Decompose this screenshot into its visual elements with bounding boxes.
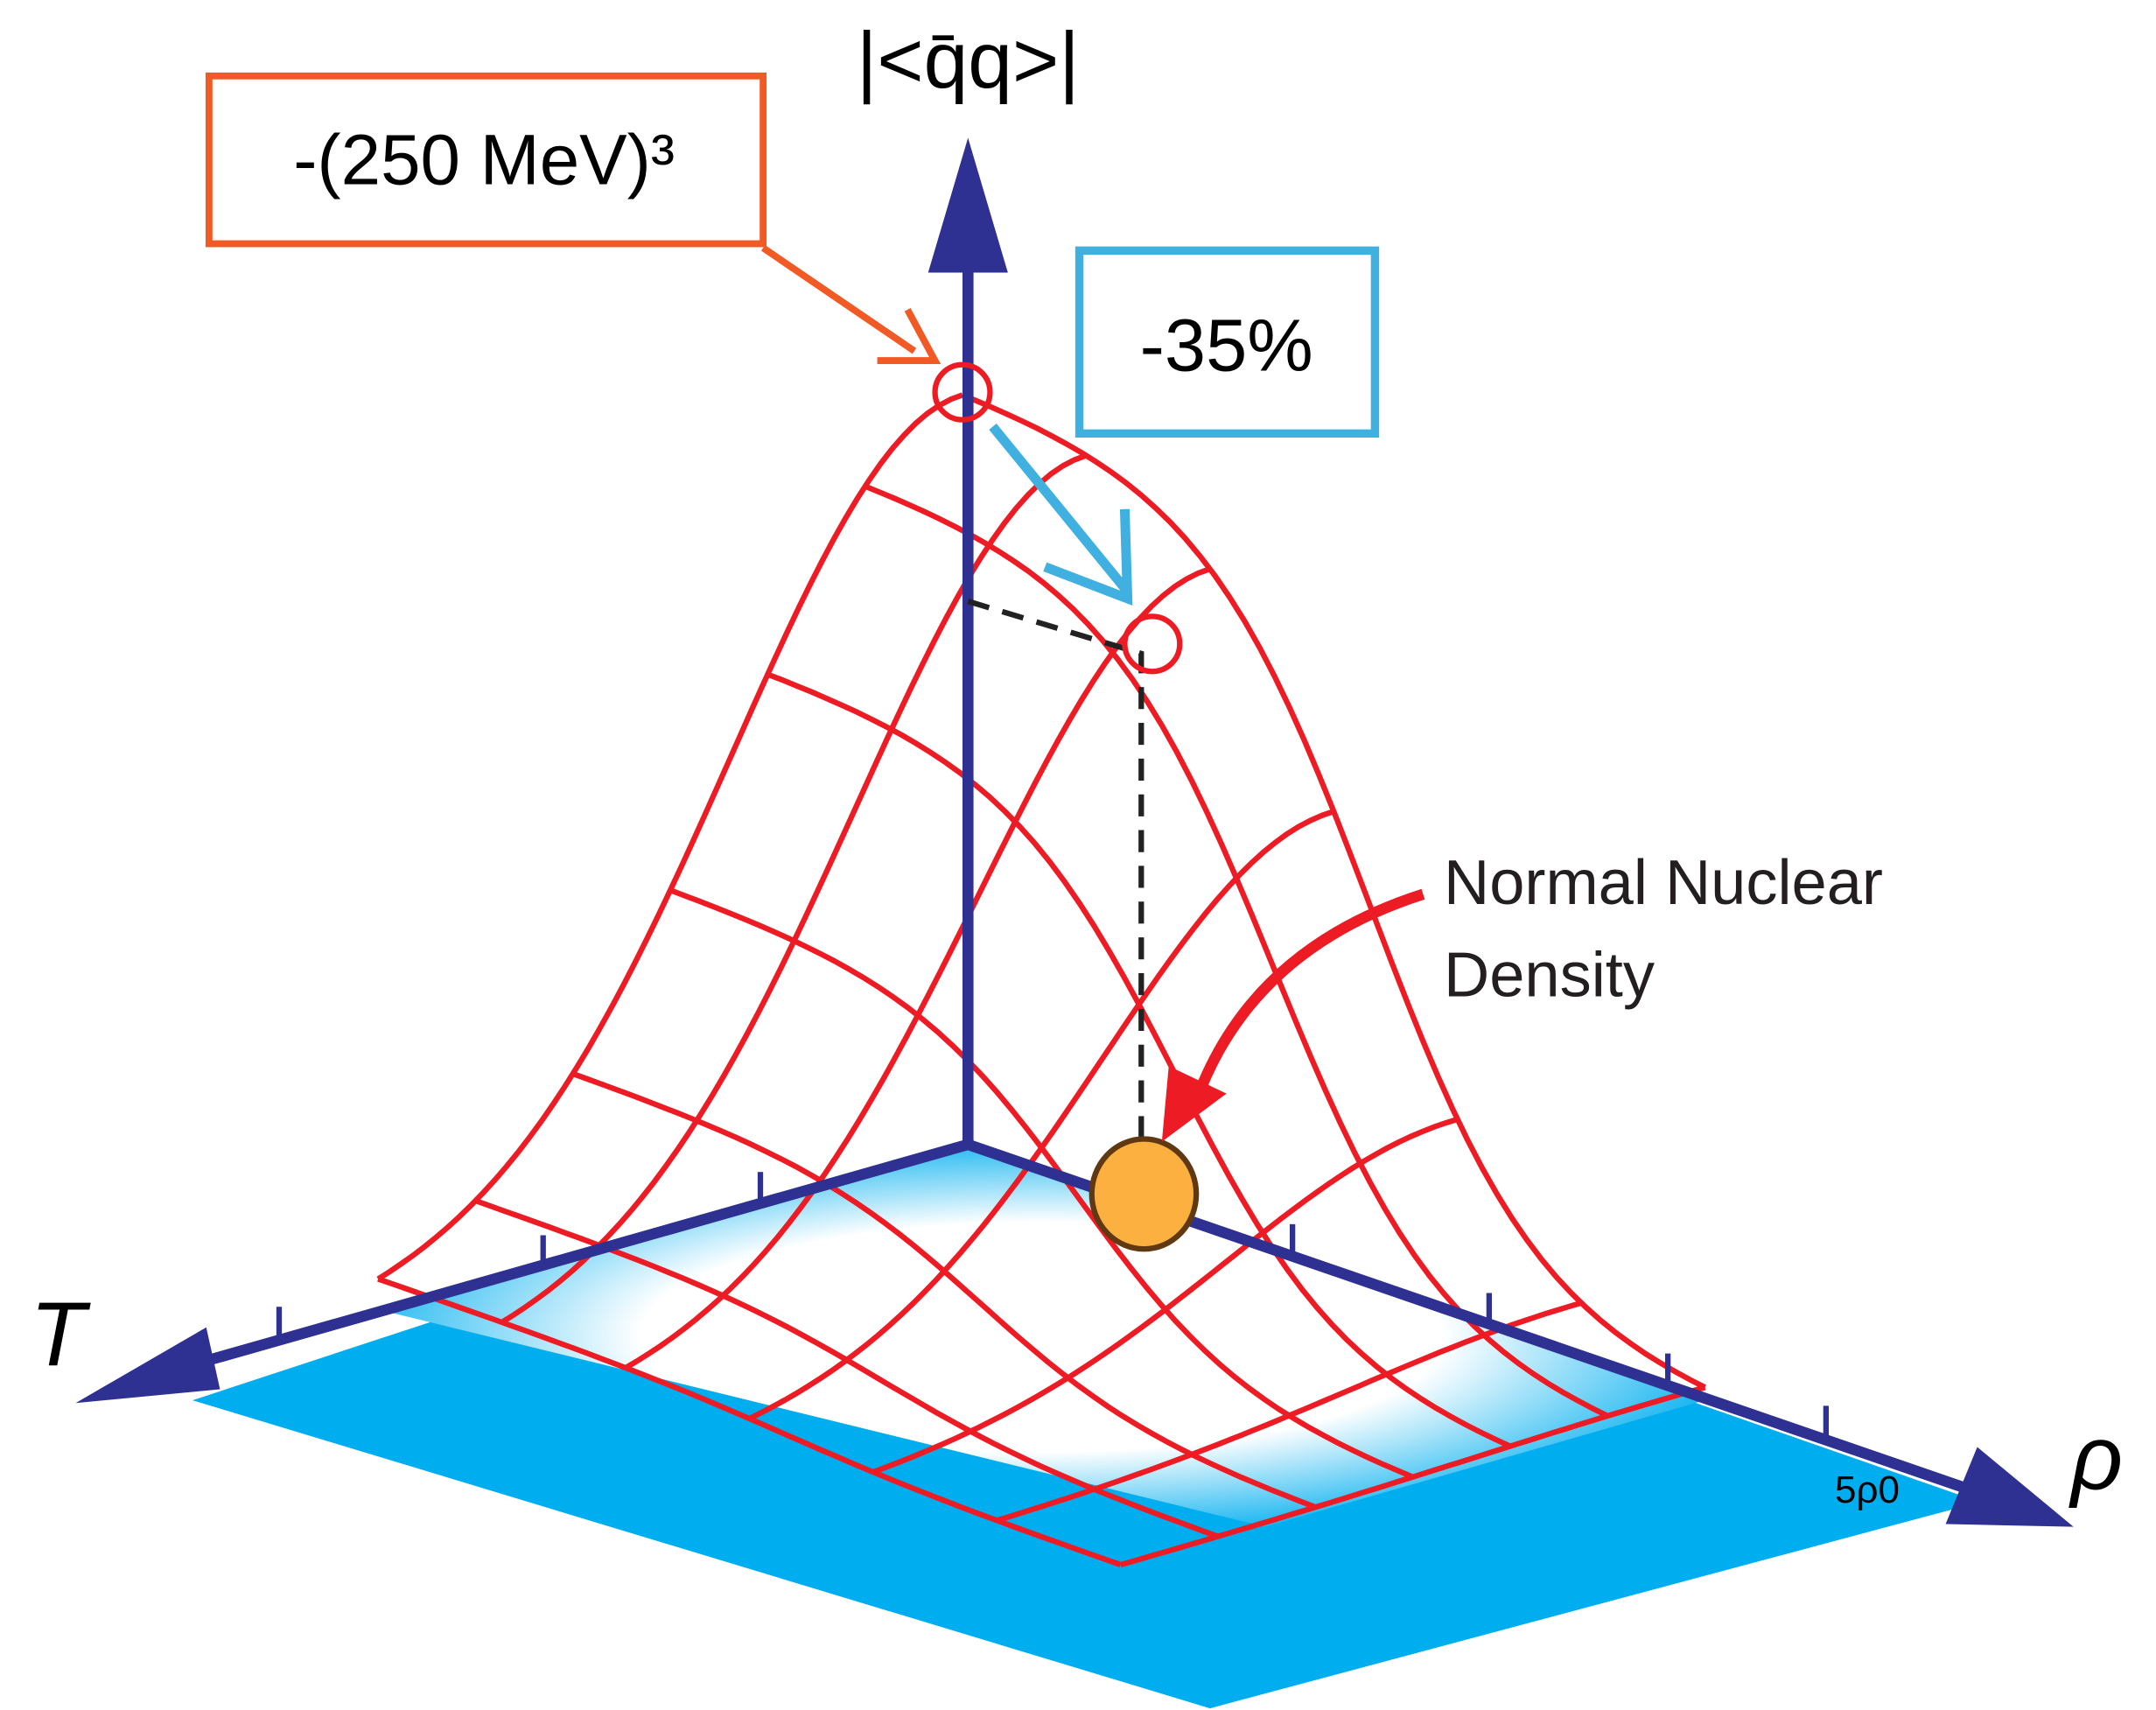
arrowhead bbox=[75, 1327, 220, 1404]
mesh-line bbox=[748, 809, 1335, 1421]
vertical-axis-label: |<q̄q>| bbox=[857, 16, 1080, 105]
annotation-text: Density bbox=[1444, 940, 1655, 1010]
arrowhead bbox=[928, 137, 1008, 273]
rho-axis-label: ρ bbox=[2068, 1406, 2123, 1508]
pointer-arrow bbox=[1191, 888, 1425, 1103]
arrowhead bbox=[1161, 1066, 1227, 1142]
callout-text: -35% bbox=[1140, 303, 1313, 386]
normal-density-marker bbox=[1088, 1136, 1200, 1252]
annotation-text: Normal Nuclear bbox=[1444, 848, 1883, 918]
mesh-line bbox=[872, 1117, 1459, 1475]
mesh-line bbox=[624, 566, 1211, 1370]
callout-arrow bbox=[760, 244, 942, 364]
dashed-guide bbox=[967, 599, 1144, 1183]
rho-tick-label: 5ρ0 bbox=[1835, 1468, 1900, 1511]
callout-box bbox=[205, 72, 767, 248]
mesh-line bbox=[376, 392, 964, 1282]
peak-circle bbox=[932, 361, 993, 423]
base-glow bbox=[378, 1146, 1705, 1527]
surface-mesh bbox=[376, 392, 1706, 1568]
mesh-line bbox=[996, 1300, 1583, 1524]
callout-text: -(250 MeV)³ bbox=[293, 121, 675, 200]
mesh-line bbox=[1119, 1384, 1706, 1568]
reduced-circle bbox=[1122, 613, 1183, 675]
callout-arrow bbox=[989, 424, 1133, 606]
callout-box bbox=[1074, 246, 1380, 438]
t-axis bbox=[177, 1139, 970, 1374]
t-axis-label: T bbox=[30, 1283, 91, 1384]
arrowhead bbox=[1945, 1447, 2074, 1527]
